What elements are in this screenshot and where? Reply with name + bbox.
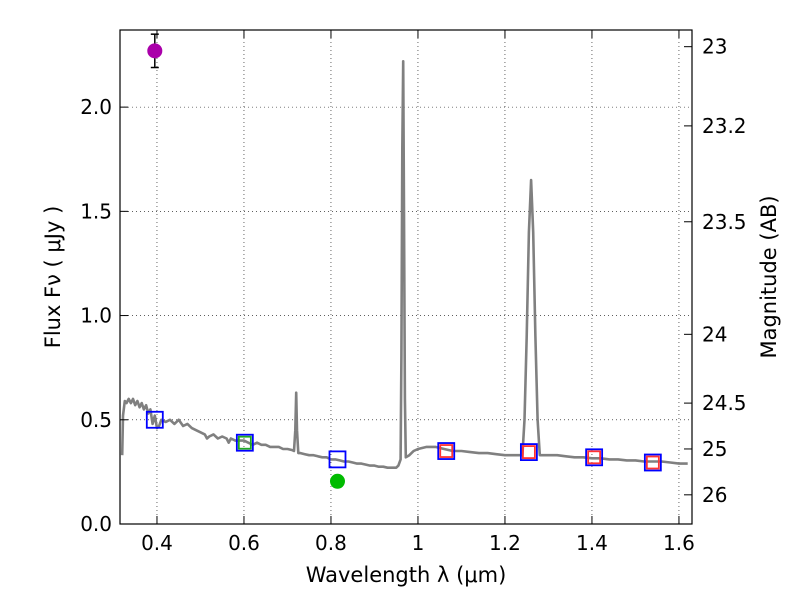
- x-tick-label: 0.6: [228, 531, 260, 555]
- y-axis-label: Flux Fν ( μJy ): [41, 206, 65, 349]
- x-tick-label: 1: [412, 531, 425, 555]
- x-tick-label: 1.4: [576, 531, 608, 555]
- x-tick-label: 1.2: [489, 531, 521, 555]
- y-tick-label: 0.0: [80, 512, 112, 536]
- right-tick-label: 24: [702, 322, 727, 346]
- model-photometry-marker: [439, 444, 454, 458]
- y-tick-label: 0.5: [80, 408, 112, 432]
- model-photometry-marker: [585, 448, 604, 467]
- plot-frame: [119, 29, 693, 525]
- marker-layer: [145, 33, 662, 489]
- right-tick-label: 25: [702, 437, 727, 461]
- y-tick-label: 2.0: [80, 95, 112, 119]
- x-axis-label: Wavelength λ (μm): [306, 563, 507, 587]
- model-photometry-marker: [237, 435, 252, 450]
- y-tick-label: 1.5: [80, 199, 112, 223]
- right-tick-label: 24.5: [702, 391, 747, 415]
- right-tick-label: 23: [702, 35, 727, 59]
- right-tick-label: 23.2: [702, 114, 747, 138]
- right-tick-label: 26: [702, 483, 727, 507]
- model-photometry-marker: [437, 442, 456, 460]
- observed-point: [329, 473, 345, 489]
- model-photometry-marker: [521, 445, 536, 459]
- model-photometry-marker: [235, 433, 254, 452]
- series-layer: [120, 60, 688, 469]
- model-photometry-marker: [519, 443, 538, 461]
- series-line: [120, 60, 688, 469]
- model-photometry-marker: [145, 410, 164, 429]
- model-photometry-marker: [587, 450, 602, 465]
- y-tick-label: 1.0: [80, 304, 112, 328]
- model-photometry-marker: [643, 453, 662, 472]
- right-tick-label: 23.5: [702, 210, 747, 234]
- right-axis-label: Magnitude (AB): [757, 195, 781, 358]
- x-tick-label: 0.8: [315, 531, 347, 555]
- model-photometry-marker: [645, 455, 660, 470]
- model-photometry-marker: [328, 450, 347, 469]
- ticks: 0.4 0.6 0.8 1 1.2 1.4 1.6 0.0 0.5 1.0 1.5 2.0 23 23.2…: [80, 30, 747, 555]
- x-tick-label: 1.6: [663, 531, 695, 555]
- observed-point: [147, 43, 163, 59]
- x-tick-label: 0.4: [141, 531, 173, 555]
